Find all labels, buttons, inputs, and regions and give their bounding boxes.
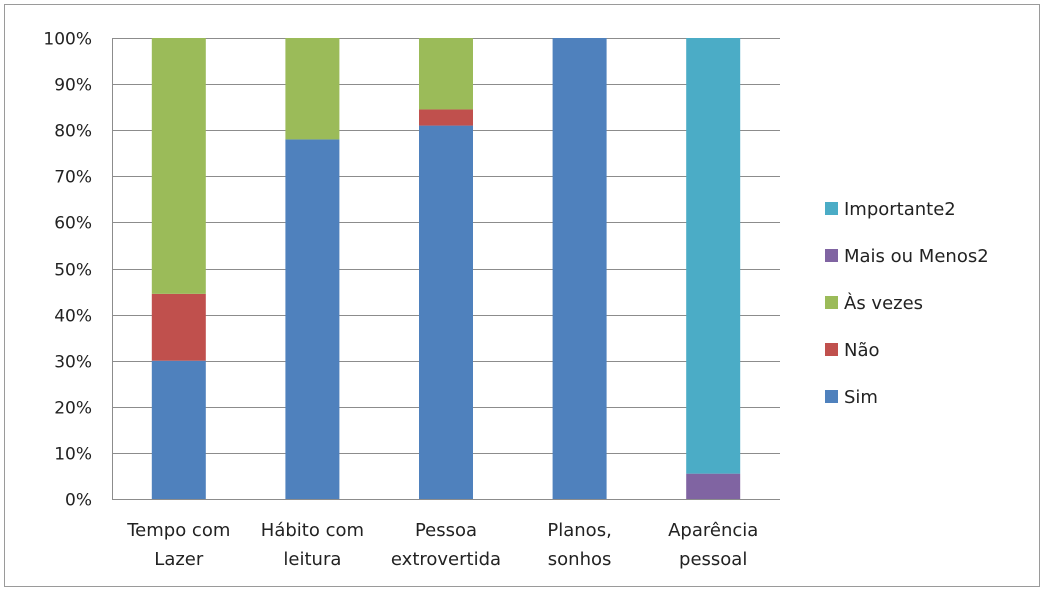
category-label: Planos, xyxy=(547,520,611,541)
y-tick-label: 70% xyxy=(54,168,92,188)
y-tick-label: 60% xyxy=(54,214,92,234)
bar-segment xyxy=(553,38,607,499)
y-tick-label: 90% xyxy=(54,76,92,96)
legend-swatch xyxy=(825,249,838,262)
legend-swatch xyxy=(825,343,838,356)
legend-label: Às vezes xyxy=(844,292,923,314)
y-tick-labels: 0% 10% 20% 30% 40% 50% 60% 70% 80% 90% 100% xyxy=(43,30,92,511)
legend-swatch xyxy=(825,296,838,309)
bars xyxy=(152,38,740,499)
bar-segment xyxy=(419,109,473,125)
y-tick-label: 30% xyxy=(54,353,92,373)
bar-segment xyxy=(152,38,206,294)
legend-swatch xyxy=(825,202,838,215)
category-label: Pessoa xyxy=(415,520,477,541)
legend-swatch xyxy=(825,390,838,403)
bar-segment xyxy=(285,38,339,139)
category-label: Hábito com xyxy=(261,520,364,541)
category-label: extrovertida xyxy=(391,549,501,570)
bar-segment xyxy=(419,126,473,499)
y-tick-label: 10% xyxy=(54,445,92,465)
category-label: pessoal xyxy=(679,549,747,570)
category-label: Lazer xyxy=(154,549,204,570)
bar-segment xyxy=(152,361,206,499)
category-label: sonhos xyxy=(548,549,612,570)
y-tick-label: 40% xyxy=(54,307,92,327)
y-tick-label: 20% xyxy=(54,399,92,419)
bar-segment xyxy=(419,38,473,109)
category-label: Tempo com xyxy=(126,520,230,541)
bar-segment xyxy=(152,294,206,361)
bar-segment xyxy=(686,38,740,474)
y-tick-label: 0% xyxy=(65,491,92,511)
category-label: leitura xyxy=(283,549,341,570)
y-tick-label: 100% xyxy=(43,30,92,50)
y-tick-label: 80% xyxy=(54,122,92,142)
bar-segment xyxy=(285,139,339,499)
legend-label: Importante2 xyxy=(844,199,956,220)
legend-label: Mais ou Menos2 xyxy=(844,246,989,267)
category-label: Aparência xyxy=(668,520,758,541)
category-labels: Tempo com Lazer Hábito com leitura Pessoa ext… xyxy=(126,520,758,570)
legend-label: Não xyxy=(844,340,880,361)
legend-label: Sim xyxy=(844,387,878,408)
legend: Importante2 Mais ou Menos2 Às vezes Não Sim xyxy=(825,199,989,408)
bar-segment xyxy=(686,474,740,499)
y-tick-label: 50% xyxy=(54,261,92,281)
